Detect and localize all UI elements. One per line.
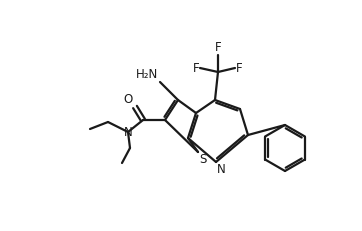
Text: F: F: [236, 61, 243, 75]
Text: N: N: [217, 163, 226, 176]
Text: H₂N: H₂N: [136, 68, 158, 81]
Text: F: F: [192, 61, 199, 75]
Text: S: S: [199, 153, 206, 166]
Text: O: O: [124, 93, 133, 106]
Text: F: F: [215, 41, 221, 54]
Text: N: N: [124, 125, 132, 139]
